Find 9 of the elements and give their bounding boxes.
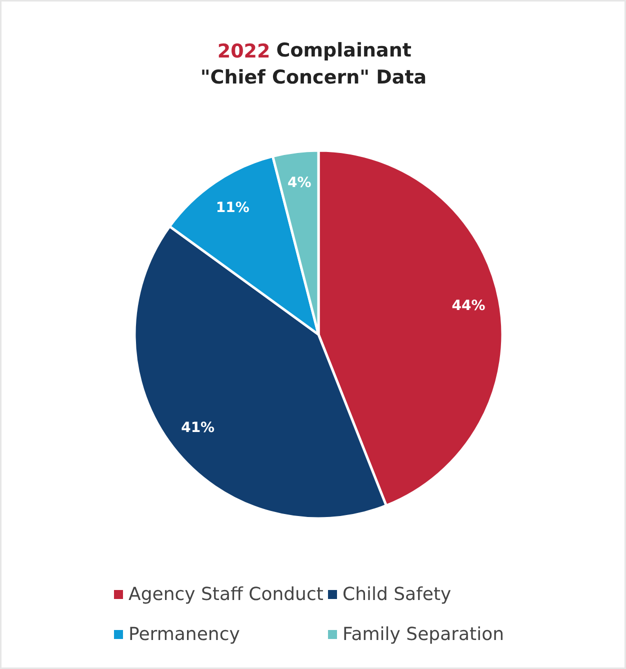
legend-label: Permanency — [128, 624, 240, 645]
data-label: 41% — [181, 420, 215, 436]
legend-label: Family Separation — [342, 624, 504, 645]
legend-label: Child Safety — [342, 584, 452, 605]
legend-label: Agency Staff Conduct — [128, 584, 324, 605]
chart-title: 2022 Complainant "Chief Concern" Data — [200, 40, 427, 88]
data-label: 44% — [452, 298, 486, 314]
data-label: 4% — [287, 174, 312, 191]
data-label: 11% — [216, 200, 250, 216]
